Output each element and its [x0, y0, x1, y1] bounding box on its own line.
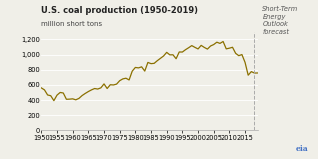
Text: U.S. coal production (1950-2019): U.S. coal production (1950-2019)	[41, 6, 198, 15]
Text: million short tons: million short tons	[41, 21, 102, 27]
Text: eia: eia	[296, 145, 308, 153]
Text: Short-Term
Energy
Outlook
forecast: Short-Term Energy Outlook forecast	[262, 6, 299, 35]
